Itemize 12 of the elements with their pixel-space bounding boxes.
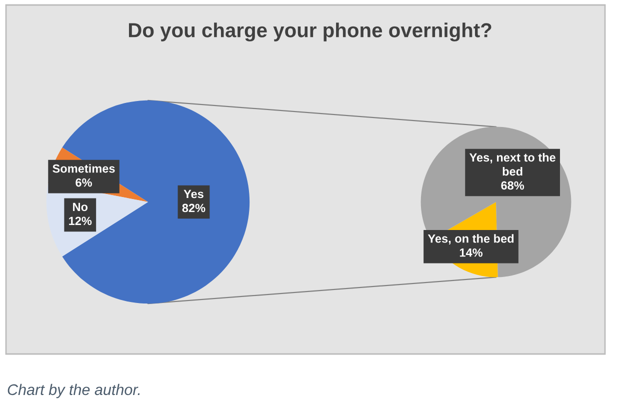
slice-label: No: [73, 202, 88, 212]
slice-label: Sometimes: [52, 164, 115, 173]
data-label: 82%: [182, 204, 206, 212]
data-label: 14%: [460, 248, 483, 257]
data-label: 12%: [69, 216, 92, 226]
slice-label: Yes, next to the bed: [469, 152, 556, 176]
data-label: 68%: [501, 181, 524, 190]
slice-label: Yes, on the bed: [428, 234, 514, 244]
data-label: 6%: [76, 178, 92, 187]
text: Chart by the author.: [8, 384, 140, 398]
text: Do you charge your phone overnight?: [128, 22, 492, 42]
slice-label: Yes: [184, 190, 204, 198]
